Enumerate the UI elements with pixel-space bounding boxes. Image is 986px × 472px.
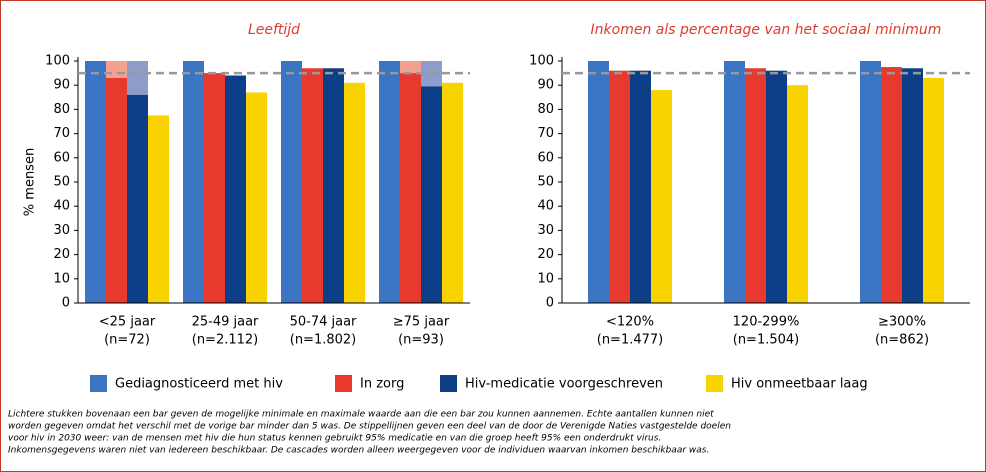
- x-tick-label: 50-74 jaar: [290, 315, 357, 330]
- bar: [106, 77, 127, 303]
- x-tick-label: (n=93): [398, 333, 444, 348]
- footnote: worden gegeven omdat het verschil met de…: [8, 422, 731, 432]
- bar: [766, 70, 787, 304]
- x-tick-label: ≥75 jaar: [393, 315, 450, 330]
- bar: [246, 92, 267, 304]
- bar: [421, 86, 442, 303]
- y-tick-label: 0: [62, 296, 70, 311]
- y-tick-label: 40: [537, 199, 554, 214]
- footnote: Lichtere stukken bovenaan een bar geven …: [8, 410, 714, 420]
- bar: [204, 73, 225, 303]
- legend-label: In zorg: [360, 377, 404, 392]
- x-tick-label: (n=72): [104, 333, 150, 348]
- bar: [127, 94, 148, 303]
- chart-title: Inkomen als percentage van het sociaal m…: [591, 22, 942, 38]
- y-tick-label: 20: [537, 247, 554, 262]
- legend-label: Hiv-medicatie voorgeschreven: [465, 377, 663, 392]
- y-tick-label: 90: [53, 78, 70, 93]
- y-tick-label: 60: [53, 150, 70, 165]
- bar: [588, 61, 609, 303]
- y-tick-label: 10: [53, 271, 70, 286]
- bar: [148, 115, 169, 303]
- y-tick-label: 50: [53, 175, 70, 190]
- chart-title: Leeftijd: [248, 22, 300, 38]
- bar: [183, 61, 204, 303]
- x-tick-label: <25 jaar: [99, 315, 156, 330]
- legend-swatch: [706, 375, 723, 392]
- legend-label: Gediagnosticeerd met hiv: [115, 377, 283, 392]
- y-tick-label: 70: [53, 126, 70, 141]
- bar: [902, 68, 923, 303]
- y-tick-label: 10: [537, 271, 554, 286]
- legend-label: Hiv onmeetbaar laag: [731, 377, 868, 392]
- x-tick-label: <120%: [606, 315, 654, 330]
- bar: [724, 61, 745, 303]
- bar: [609, 70, 630, 304]
- bar-range: [127, 61, 148, 95]
- y-tick-label: 60: [537, 150, 554, 165]
- bar: [225, 75, 246, 304]
- footnote: voor hiv in 2030 weer: van de mensen met…: [8, 434, 661, 444]
- y-tick-label: 30: [537, 223, 554, 238]
- legend-swatch: [440, 375, 457, 392]
- bar: [787, 85, 808, 303]
- legend-swatch: [90, 375, 107, 392]
- y-tick-label: 80: [53, 102, 70, 117]
- y-tick-label: 90: [537, 78, 554, 93]
- bar-range: [400, 61, 421, 74]
- y-axis-label: % mensen: [23, 148, 38, 216]
- bar: [651, 90, 672, 303]
- y-tick-label: 40: [53, 199, 70, 214]
- x-tick-label: (n=862): [875, 333, 929, 348]
- bar: [400, 73, 421, 303]
- x-tick-label: ≥300%: [878, 315, 926, 330]
- bar: [860, 61, 881, 303]
- bar: [281, 61, 302, 303]
- y-tick-label: 50: [537, 175, 554, 190]
- bar: [923, 77, 944, 303]
- x-tick-label: (n=1.477): [597, 333, 664, 348]
- x-tick-label: (n=2.112): [192, 333, 259, 348]
- bar: [85, 61, 106, 303]
- footnote: Inkomensgegevens waren niet van iedereen…: [8, 446, 709, 456]
- bar: [630, 70, 651, 304]
- x-tick-label: 120-299%: [733, 315, 800, 330]
- bar-range: [106, 61, 127, 78]
- y-tick-label: 20: [53, 247, 70, 262]
- bar: [442, 82, 463, 303]
- x-tick-label: (n=1.802): [290, 333, 357, 348]
- y-tick-label: 70: [537, 126, 554, 141]
- bar: [323, 68, 344, 303]
- bar: [379, 61, 400, 303]
- y-tick-label: 100: [45, 54, 70, 69]
- bar: [745, 68, 766, 303]
- y-tick-label: 100: [529, 54, 554, 69]
- y-tick-label: 0: [546, 296, 554, 311]
- legend-swatch: [335, 375, 352, 392]
- y-tick-label: 80: [537, 102, 554, 117]
- x-tick-label: (n=1.504): [733, 333, 800, 348]
- bar: [881, 67, 902, 303]
- bar: [344, 82, 365, 303]
- bar: [302, 68, 323, 303]
- x-tick-label: 25-49 jaar: [192, 315, 259, 330]
- y-tick-label: 30: [53, 223, 70, 238]
